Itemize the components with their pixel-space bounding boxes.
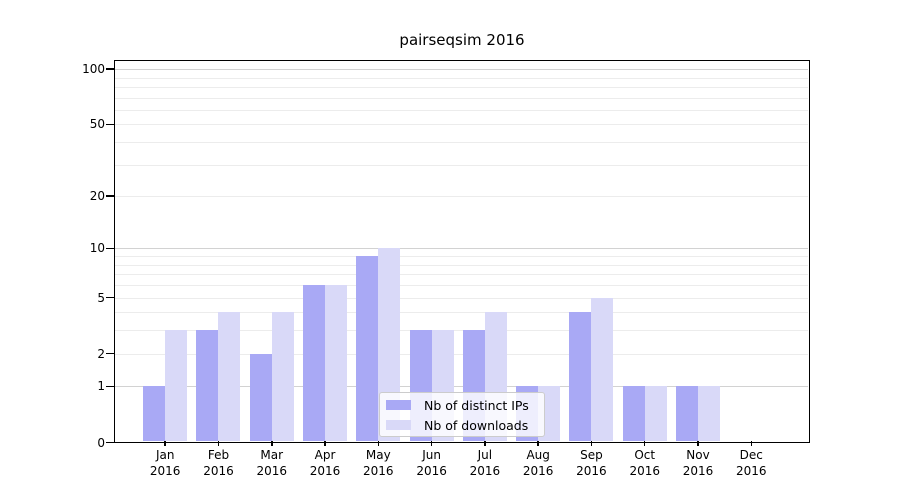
legend-item-downloads: Nb of downloads — [386, 415, 544, 435]
gridline-minor — [115, 142, 808, 144]
y-tick-label: 1 — [97, 379, 105, 394]
x-tick-mark — [750, 441, 753, 446]
x-tick-label: Dec 2016 — [735, 448, 767, 478]
bar-distinct-ips-may — [356, 256, 379, 441]
x-tick-label: Sep 2016 — [576, 448, 607, 478]
x-tick-label: Jun 2016 — [416, 448, 447, 478]
y-tick-label: 2 — [97, 346, 105, 361]
gridline-minor — [115, 97, 808, 99]
y-tick-mark — [106, 247, 114, 250]
x-tick-label: Oct 2016 — [629, 448, 660, 478]
bar-downloads-jan — [165, 330, 188, 441]
y-tick-label: 50 — [89, 117, 105, 132]
bar-downloads-nov — [698, 386, 720, 441]
x-tick-mark — [484, 441, 486, 446]
x-tick-mark — [217, 441, 220, 446]
bar-distinct-ips-apr — [303, 285, 326, 441]
bar-downloads-feb — [218, 312, 241, 441]
y-tick-label: 10 — [89, 241, 105, 256]
y-tick-mark — [106, 68, 114, 70]
x-tick-label: Jan 2016 — [149, 448, 181, 478]
legend-swatch-downloads — [386, 420, 411, 430]
gridline-minor — [115, 77, 808, 79]
gridline-minor — [115, 312, 808, 314]
gridline-minor — [115, 109, 808, 111]
x-tick-mark — [377, 441, 380, 446]
gridline-minor — [115, 297, 808, 299]
gridline-minor — [115, 274, 808, 276]
gridline-major — [115, 248, 808, 250]
gridline-minor — [115, 86, 808, 88]
gridline-minor — [115, 285, 808, 287]
x-tick-label: Mar 2016 — [256, 448, 288, 478]
x-tick-label: Apr 2016 — [309, 448, 341, 478]
x-tick-label: Jul 2016 — [469, 448, 501, 478]
y-tick-mark — [106, 296, 114, 299]
plot-area: 100 50 20 10 5 2 1 0 Jan 2016 Feb 2016 Mar 2016 Apr 201… — [82, 60, 810, 478]
legend-label-distinct-ips: Nb of distinct IPs — [424, 397, 529, 413]
gridline-minor — [115, 196, 808, 198]
x-tick-mark — [697, 441, 699, 446]
bar-downloads-apr — [325, 285, 348, 441]
legend: Nb of distinct IPs Nb of downloads — [379, 392, 545, 437]
gridline-minor — [115, 264, 808, 266]
bar-distinct-ips-nov — [676, 386, 698, 441]
gridline-minor — [115, 330, 808, 332]
y-tick-label: 5 — [97, 290, 105, 305]
bar-downloads-sep — [591, 297, 614, 441]
gridline-minor — [115, 256, 808, 258]
y-tick-mark — [106, 441, 114, 444]
y-tick-mark — [106, 123, 114, 126]
y-tick-mark — [106, 385, 114, 388]
legend-swatch-distinct-ips — [386, 400, 411, 410]
gridline-major — [115, 69, 808, 71]
legend-item-distinct-ips: Nb of distinct IPs — [386, 395, 544, 415]
x-tick-label: Aug 2016 — [522, 448, 554, 478]
x-tick-mark — [590, 441, 593, 446]
gridline-major — [115, 386, 808, 388]
bar-distinct-ips-sep — [569, 312, 592, 441]
y-tick-mark — [106, 352, 114, 355]
y-tick-mark — [106, 195, 114, 197]
x-tick-mark — [430, 441, 433, 446]
x-tick-mark — [164, 441, 166, 446]
y-tick-label: 0 — [97, 435, 105, 450]
chart-title: pairseqsim 2016 — [399, 31, 525, 49]
bar-downloads-oct — [644, 386, 667, 441]
gridline-minor — [115, 353, 808, 355]
y-tick-label: 100 — [82, 62, 105, 77]
y-tick-label: 20 — [89, 189, 105, 204]
x-tick-mark — [324, 441, 326, 446]
x-tick-mark — [271, 441, 273, 446]
gridline-minor — [115, 124, 808, 126]
gridline-minor — [115, 164, 808, 166]
x-tick-label: May 2016 — [363, 448, 394, 478]
x-tick-label: Feb 2016 — [203, 448, 234, 478]
x-tick-label: Nov 2016 — [682, 448, 714, 478]
x-tick-mark — [537, 441, 539, 446]
bar-distinct-ips-feb — [196, 330, 219, 441]
bar-distinct-ips-oct — [622, 386, 645, 441]
bar-downloads-mar — [271, 312, 294, 441]
legend-label-downloads: Nb of downloads — [424, 417, 529, 433]
bar-distinct-ips-jan — [143, 386, 166, 441]
x-tick-mark — [643, 441, 646, 446]
bar-distinct-ips-mar — [249, 353, 272, 441]
